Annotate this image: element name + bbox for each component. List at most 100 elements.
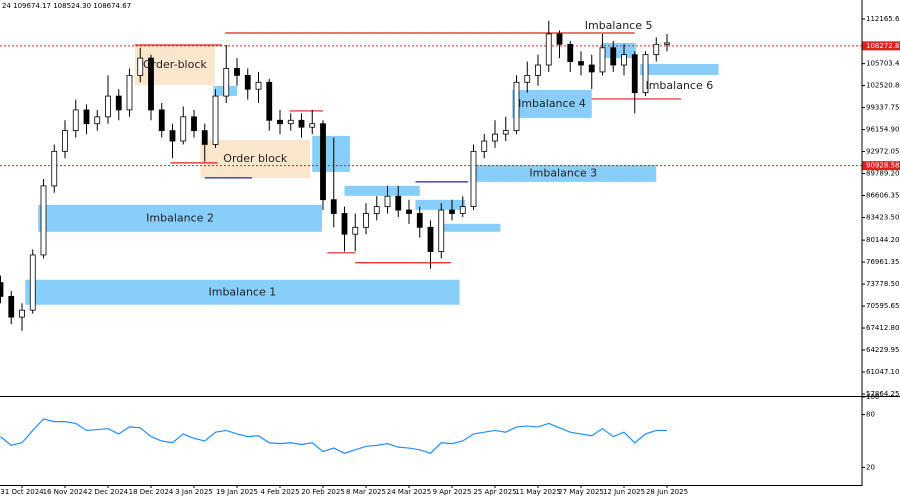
- candle-body: [309, 123, 316, 128]
- zone-label: Imbalance 2: [146, 211, 214, 224]
- y-tick-label: 86606.35: [866, 192, 899, 200]
- candle-body: [427, 226, 434, 252]
- zone-label: Imbalance 5: [585, 19, 653, 32]
- candle-body: [83, 109, 90, 125]
- zone: [512, 89, 592, 118]
- candle-body: [610, 47, 617, 66]
- candle-body: [191, 116, 197, 132]
- x-tick-label: 16 Nov 2024: [43, 488, 88, 496]
- price-mark-label: 108272.88: [866, 42, 900, 50]
- candle-body: [298, 119, 305, 128]
- candle-body: [578, 61, 584, 66]
- candle-body: [29, 254, 36, 311]
- zone-label: Imbalance 3: [529, 166, 597, 179]
- rsi-tick-label: 80: [866, 411, 875, 419]
- candle-body: [545, 33, 552, 66]
- candle-body: [373, 206, 380, 214]
- candle-body: [459, 206, 466, 214]
- x-tick-label: 25 Apr 2025: [473, 488, 516, 496]
- candle-body: [94, 116, 101, 125]
- y-tick-label: 105703.45: [866, 60, 900, 68]
- candle-body: [266, 81, 273, 121]
- candle-body: [62, 130, 68, 152]
- candle-body: [169, 130, 176, 142]
- candle-body: [664, 42, 670, 45]
- candle-body: [470, 150, 477, 207]
- price-mark-box: [862, 41, 900, 51]
- rsi-tick-label: 20: [866, 463, 875, 471]
- candle-body: [72, 109, 79, 132]
- x-tick-label: 8 Mar 2025: [346, 488, 386, 496]
- candle-body: [631, 54, 638, 94]
- zone: [38, 204, 322, 232]
- candle-body: [352, 226, 359, 235]
- x-tick-label: 20 Feb 2025: [301, 488, 345, 496]
- y-tick-label: 112165.65: [866, 15, 900, 23]
- x-tick-label: 2 Dec 2024: [88, 488, 129, 496]
- candle-body: [653, 43, 660, 56]
- levels: [0, 32, 862, 264]
- candle-body: [621, 54, 627, 66]
- y-tick-label: 99337.75: [866, 104, 899, 112]
- y-tick-label: 76961.35: [866, 258, 899, 266]
- zone: [640, 63, 719, 75]
- candle-body: [588, 64, 595, 73]
- candle-body: [406, 209, 412, 214]
- candle-body: [105, 95, 111, 118]
- y-tick-label: 96154.90: [866, 126, 899, 134]
- candle-body: [384, 195, 391, 207]
- y-tick-label: 102520.80: [866, 82, 900, 90]
- candle-body: [395, 195, 402, 211]
- zone: [601, 42, 636, 58]
- x-tick-label: 31 Oct 2024: [0, 488, 44, 496]
- candle-body: [40, 185, 47, 256]
- zone-label: Order-block: [143, 58, 207, 71]
- candle-body: [341, 213, 348, 235]
- zone: [200, 139, 311, 178]
- candle-body: [180, 116, 187, 142]
- zone-label: Order block: [223, 152, 288, 165]
- candle-body: [158, 109, 165, 132]
- x-tick-label: 27 May 2025: [558, 488, 604, 496]
- price-mark-label: 90928.58: [866, 162, 899, 170]
- y-tick-label: 70595.65: [866, 302, 899, 310]
- candle-body: [449, 209, 455, 214]
- y-tick-label: 89789.20: [866, 170, 899, 178]
- candle-body: [492, 133, 498, 142]
- x-tick-label: 19 Jan 2025: [216, 488, 258, 496]
- zone: [312, 135, 350, 172]
- candle-body: [201, 130, 208, 145]
- y-tick-label: 83423.50: [866, 213, 899, 221]
- y-tick-label: 61047.10: [866, 368, 899, 376]
- candle-body: [223, 68, 230, 97]
- y-tick-label: 64229.95: [866, 346, 899, 354]
- candle-body: [599, 47, 606, 73]
- candle-body: [481, 140, 488, 152]
- candle-body: [320, 123, 326, 201]
- zone: [344, 185, 420, 196]
- candle-body: [277, 119, 283, 125]
- candle-body: [51, 150, 58, 187]
- y-tick-label: 80144.20: [866, 236, 899, 244]
- candle-body: [513, 81, 520, 132]
- zone: [415, 199, 465, 210]
- zone: [25, 279, 460, 305]
- candle-body: [8, 295, 15, 318]
- candle-body: [126, 74, 133, 111]
- y-tick-label: 73778.50: [866, 280, 899, 288]
- x-tick-label: 3 Jan 2025: [175, 488, 213, 496]
- candle-body: [330, 199, 337, 214]
- y-tick-label: 92972.05: [866, 148, 899, 156]
- candle-body: [438, 209, 445, 252]
- zone: [440, 223, 501, 232]
- candle-body: [212, 95, 219, 145]
- candles: [0, 20, 670, 331]
- candle-body: [115, 95, 122, 111]
- candle-body: [19, 309, 25, 318]
- candle-body: [244, 74, 251, 90]
- candle-body: [363, 213, 369, 228]
- candle-body: [287, 119, 294, 125]
- candle-body: [567, 43, 574, 62]
- candle-body: [234, 68, 240, 76]
